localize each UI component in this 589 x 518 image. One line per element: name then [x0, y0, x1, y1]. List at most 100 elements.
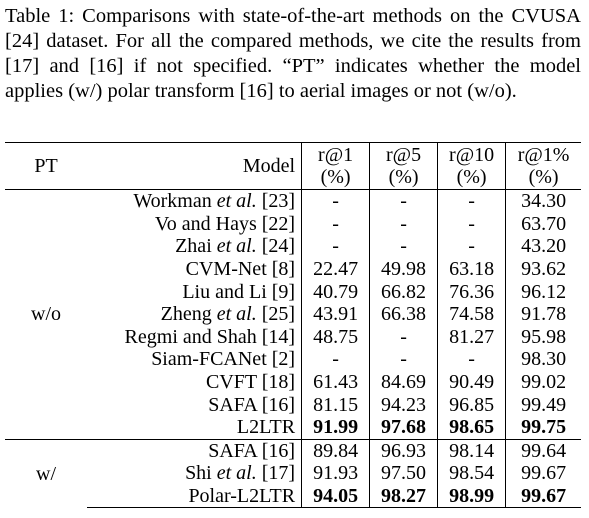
model-text: [25]	[256, 303, 296, 326]
table-body: w/o Workman et al. [23] - - -34.30 Vo and Hay…	[5, 188, 581, 509]
value-cell: -	[301, 188, 370, 213]
model-text: [23]	[256, 190, 296, 213]
header-text: (%)	[320, 166, 351, 188]
value-cell: 98.65	[437, 415, 506, 440]
value-cell: 99.67	[505, 484, 581, 509]
value-cell: 91.78	[505, 302, 581, 326]
value-cell: 63.18	[437, 257, 506, 281]
model-cell: Workman et al. [23]	[87, 188, 302, 213]
value-cell: 96.12	[505, 280, 581, 303]
table-row: CVFT [18] 61.43 84.69 90.49 99.02	[5, 370, 581, 394]
value-cell: -	[437, 188, 506, 213]
table-row: w/o Workman et al. [23] - - -34.30	[5, 188, 581, 440]
value-cell: 98.27	[369, 484, 438, 509]
header-row: PT Model r@1 (%) r@5 (%) r@10 (%) r@1% (%)	[5, 142, 581, 190]
model-text: CVM-Net [8]	[185, 258, 296, 281]
value-cell: -	[369, 235, 438, 258]
table-row: L2LTR 91.99 97.68 98.65 99.75	[5, 415, 581, 440]
table-row: Polar-L2LTR 94.05 98.27 98.99 99.67	[5, 484, 581, 509]
model-text: Vo and Hays [22]	[154, 212, 296, 235]
value-cell: 89.84	[301, 438, 370, 463]
table-row: CVM-Net [8] 22.47 49.98 63.18 93.62	[5, 257, 581, 281]
header-cell: Model	[242, 155, 296, 177]
header-text: r@5	[386, 144, 422, 166]
pt-cell: w/	[5, 438, 87, 508]
value-cell: 98.14	[437, 438, 506, 463]
value-cell: -	[437, 235, 506, 258]
value-cell: 81.27	[437, 325, 506, 349]
value-cell: -	[437, 212, 506, 236]
value-cell: 49.98	[369, 257, 438, 281]
header-cell: r@1% (%)	[505, 142, 581, 190]
value-cell: 43.91	[301, 302, 370, 326]
header-cell: r@5 (%)	[369, 142, 438, 190]
model-text: et al.	[216, 235, 257, 258]
table-row: Vo and Hays [22] - - -63.70	[5, 212, 581, 236]
table-row: Zheng et al. [25] 43.91 66.38 74.58 91.78	[5, 302, 581, 326]
model-text: SAFA [16]	[208, 393, 296, 416]
model-cell: Zheng et al. [25]	[87, 303, 302, 326]
value-cell: -	[301, 235, 370, 258]
table-row: w/SAFA [16] 89.84 96.93 98.14 99.64	[5, 438, 581, 508]
value-cell: 94.23	[369, 393, 438, 416]
model-text: [24]	[256, 235, 296, 258]
model-cell: SAFA [16]	[87, 438, 302, 463]
value-cell: 48.75	[301, 325, 370, 349]
header-text: (%)	[456, 166, 487, 188]
value-cell: 81.15	[301, 393, 370, 416]
value-cell: 96.93	[369, 438, 438, 463]
model-text: Regmi and Shah [14]	[124, 325, 296, 348]
value-cell: 97.68	[369, 415, 438, 440]
table-row: Liu and Li [9] 40.79 66.82 76.36 96.12	[5, 280, 581, 303]
model-text: L2LTR	[236, 416, 296, 439]
table-row: Siam-FCANet [2] - - -98.30	[5, 348, 581, 371]
value-cell: 94.05	[301, 484, 370, 509]
value-cell: 34.30	[505, 188, 581, 213]
value-cell: -	[369, 212, 438, 236]
value-cell: -	[369, 188, 438, 213]
value-cell: 66.82	[369, 280, 438, 303]
value-cell: 61.43	[301, 370, 370, 394]
value-cell: 91.93	[301, 462, 370, 485]
results-table: PT Model r@1 (%) r@5 (%) r@10 (%) r@1% (%) w/o Wor…	[5, 142, 581, 509]
header-text: r@1	[318, 144, 354, 166]
model-text: et al.	[216, 190, 257, 213]
value-cell: 91.99	[301, 415, 370, 440]
table-row: Zhai et al. [24] - - -43.20	[5, 235, 581, 258]
model-text: Zhai	[175, 235, 217, 258]
value-cell: 66.38	[369, 302, 438, 326]
model-cell: Vo and Hays [22]	[87, 213, 302, 236]
header-text: (%)	[388, 166, 419, 188]
model-text: et al.	[216, 303, 257, 326]
model-cell: L2LTR	[87, 416, 302, 439]
value-cell: 40.79	[301, 280, 370, 303]
header-cell: PT	[34, 155, 58, 177]
model-cell: CVM-Net [8]	[87, 258, 302, 281]
value-cell: -	[437, 348, 506, 371]
model-text: CVFT [18]	[205, 371, 296, 394]
model-cell: Polar-L2LTR	[87, 484, 302, 509]
model-cell: Liu and Li [9]	[87, 280, 302, 303]
value-cell: 43.20	[505, 235, 581, 258]
model-text: Siam-FCANet [2]	[151, 348, 296, 371]
model-text: Workman	[133, 190, 217, 213]
model-cell: Siam-FCANet [2]	[87, 348, 302, 371]
value-cell: 97.50	[369, 462, 438, 485]
header-text: (%)	[528, 166, 559, 188]
model-cell: SAFA [16]	[87, 393, 302, 416]
value-cell: 22.47	[301, 257, 370, 281]
value-cell: 90.49	[437, 370, 506, 394]
value-cell: 99.02	[505, 370, 581, 394]
value-cell: -	[369, 325, 438, 349]
model-text: Shi	[185, 462, 217, 485]
model-cell: Zhai et al. [24]	[87, 235, 302, 258]
header-text: r@10	[449, 144, 495, 166]
value-cell: 98.54	[437, 462, 506, 485]
table-row: Shi et al. [17] 91.93 97.50 98.54 99.67	[5, 462, 581, 485]
model-text: Zheng	[160, 303, 217, 326]
model-text: [17]	[256, 462, 296, 485]
header-text: r@1%	[517, 144, 570, 166]
model-cell: CVFT [18]	[87, 371, 302, 394]
value-cell: 96.85	[437, 393, 506, 416]
model-text: Liu and Li [9]	[182, 280, 296, 303]
